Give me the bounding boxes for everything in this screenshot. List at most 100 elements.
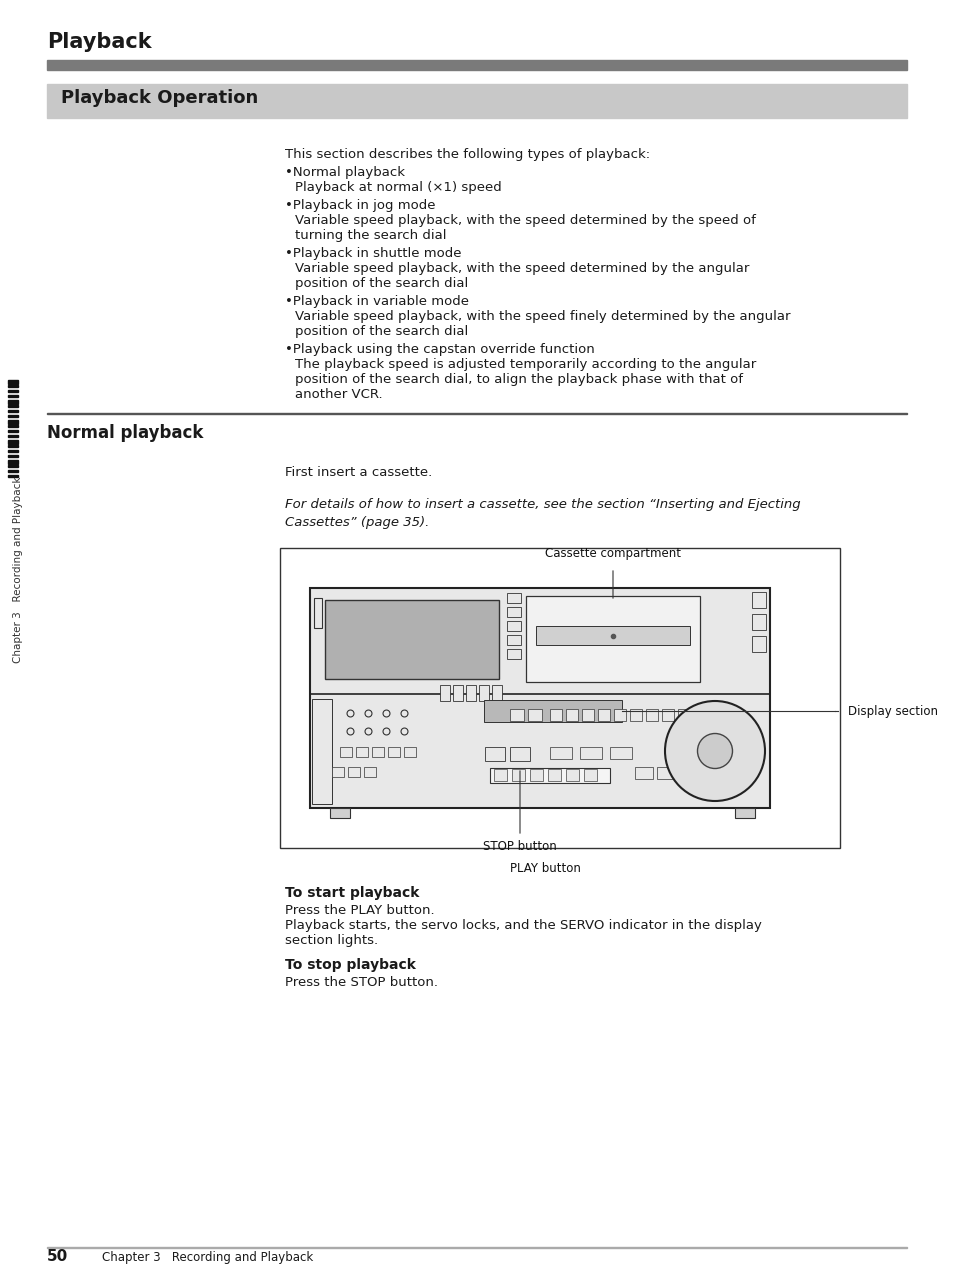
Bar [372, 747, 384, 757]
Bar [678, 710, 689, 721]
Text: Chapter 3   Recording and Playback: Chapter 3 Recording and Playback [13, 476, 23, 664]
Bar [494, 769, 506, 781]
Text: Normal playback: Normal playback [47, 424, 203, 442]
Bar [530, 769, 542, 781]
Bar [483, 699, 621, 722]
Bar [547, 769, 560, 781]
Text: Display section: Display section [847, 705, 937, 717]
Bar [47, 60, 906, 70]
Bar [657, 767, 675, 778]
Text: Variable speed playback, with the speed determined by the speed of: Variable speed playback, with the speed … [294, 214, 755, 227]
Bar [581, 710, 594, 721]
Bar [751, 592, 765, 608]
Bar [550, 710, 561, 721]
Bar [8, 445, 18, 447]
Bar [453, 685, 462, 701]
Bar [661, 710, 673, 721]
Bar [536, 626, 689, 645]
Text: Playback Operation: Playback Operation [61, 89, 258, 107]
Text: •Playback in jog mode: •Playback in jog mode [285, 199, 435, 211]
Bar [512, 769, 524, 781]
Bar [645, 710, 658, 721]
Bar [598, 710, 609, 721]
Text: Playback starts, the servo locks, and the SERVO indicator in the display: Playback starts, the servo locks, and th… [285, 919, 761, 933]
Text: Cassette compartment: Cassette compartment [544, 547, 680, 561]
Text: Press the STOP button.: Press the STOP button. [285, 976, 437, 989]
Bar [330, 808, 350, 818]
Text: Variable speed playback, with the speed finely determined by the angular: Variable speed playback, with the speed … [294, 310, 790, 324]
Text: position of the search dial: position of the search dial [294, 325, 468, 338]
Bar [629, 710, 641, 721]
Bar [355, 747, 368, 757]
Bar [8, 455, 18, 457]
Bar [711, 747, 729, 759]
Text: Playback: Playback [47, 32, 152, 52]
Bar [490, 768, 609, 784]
Bar [8, 440, 18, 445]
Bar [8, 410, 18, 412]
Bar [8, 380, 18, 383]
Text: To stop playback: To stop playback [285, 958, 416, 972]
Bar [525, 596, 700, 682]
Text: •Playback in shuttle mode: •Playback in shuttle mode [285, 247, 461, 260]
Text: STOP button: STOP button [482, 840, 557, 854]
Bar [506, 648, 520, 659]
Bar [312, 699, 332, 804]
Bar [583, 769, 597, 781]
Bar [8, 465, 18, 468]
Text: The playback speed is adjusted temporarily according to the angular: The playback speed is adjusted temporari… [294, 358, 756, 371]
Bar [8, 395, 18, 397]
Bar [8, 470, 18, 471]
Bar [635, 767, 652, 778]
Text: section lights.: section lights. [285, 934, 377, 947]
Bar [8, 460, 18, 464]
Bar [506, 606, 520, 617]
Text: •Playback in variable mode: •Playback in variable mode [285, 296, 469, 308]
Bar [310, 589, 769, 808]
Bar [527, 710, 541, 721]
Bar [439, 685, 450, 701]
Bar [8, 431, 18, 432]
Text: PLAY button: PLAY button [509, 862, 579, 875]
Bar [8, 415, 18, 417]
Bar [478, 685, 489, 701]
Bar [8, 400, 18, 404]
Bar [614, 710, 625, 721]
Bar [403, 747, 416, 757]
Bar [8, 475, 18, 476]
Bar [465, 685, 476, 701]
Bar [689, 747, 707, 759]
Bar [47, 84, 906, 118]
Bar [325, 600, 498, 679]
Bar [510, 747, 530, 761]
Bar [579, 747, 601, 759]
Text: To start playback: To start playback [285, 885, 419, 899]
Text: Playback at normal (×1) speed: Playback at normal (×1) speed [294, 181, 501, 194]
Bar [550, 747, 572, 759]
Bar [339, 747, 352, 757]
Bar [8, 420, 18, 424]
Bar [492, 685, 501, 701]
Bar [8, 434, 18, 437]
Text: position of the search dial: position of the search dial [294, 276, 468, 290]
Bar [510, 710, 523, 721]
Text: Press the PLAY button.: Press the PLAY button. [285, 905, 435, 917]
Bar [348, 767, 359, 777]
Circle shape [664, 701, 764, 801]
Text: •Playback using the capstan override function: •Playback using the capstan override fun… [285, 343, 594, 355]
Text: Variable speed playback, with the speed determined by the angular: Variable speed playback, with the speed … [294, 262, 749, 275]
Bar [280, 548, 840, 848]
Text: •Normal playback: •Normal playback [285, 166, 405, 180]
Bar [8, 390, 18, 392]
Circle shape [697, 734, 732, 768]
Bar [693, 710, 705, 721]
Bar [506, 592, 520, 603]
Bar [8, 426, 18, 427]
Bar [565, 710, 578, 721]
Bar [609, 747, 631, 759]
Bar [484, 747, 504, 761]
Text: position of the search dial, to align the playback phase with that of: position of the search dial, to align th… [294, 373, 742, 386]
Bar [332, 767, 344, 777]
Bar [388, 747, 399, 757]
Bar [8, 405, 18, 406]
